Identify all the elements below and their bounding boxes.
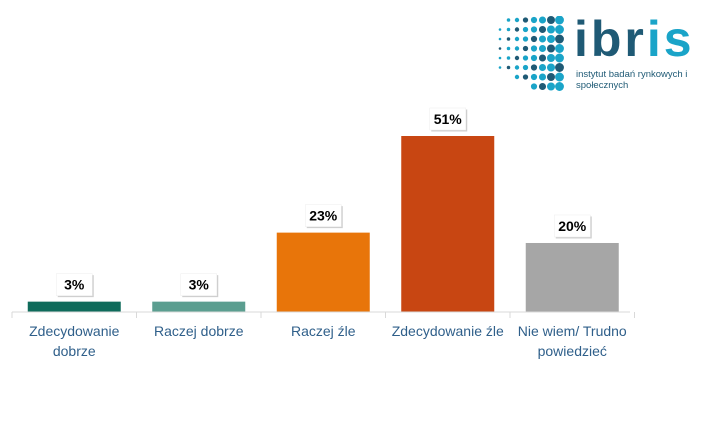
logo-dot: [522, 17, 529, 23]
logo-dot: [547, 16, 555, 24]
logo-dot: [514, 27, 520, 32]
logo-dot: [530, 64, 538, 71]
logo-dot: [522, 55, 529, 61]
logo-dot: [538, 73, 547, 81]
logo-dot: [547, 44, 555, 53]
logo-dot: [547, 73, 555, 81]
logo-dot: [555, 25, 564, 34]
bar-1: [27, 301, 121, 312]
logo-dot: [555, 63, 564, 72]
logo-dot: [514, 36, 520, 42]
logo-dot: [522, 45, 529, 52]
logo-dot: [498, 47, 502, 50]
category-label-5: Nie wiem/ Trudno: [518, 323, 627, 339]
logo-dot: [498, 28, 502, 31]
logo-dot: [498, 66, 502, 69]
logo-dot: [530, 26, 538, 33]
logo-dot: [555, 72, 564, 82]
logo-dot: [506, 56, 511, 60]
logo-dot: [555, 53, 564, 63]
tick-marks: [11, 312, 635, 318]
value-label-5: 20%: [558, 218, 587, 234]
value-label-box: [554, 214, 591, 238]
logo-dot: [555, 44, 564, 53]
bar-3: [276, 232, 370, 312]
logo-dots-icon: [498, 15, 564, 91]
logo-dot: [514, 74, 520, 80]
logo-dot: [506, 46, 511, 51]
logo-dot: [547, 54, 555, 62]
logo-dot: [498, 56, 502, 60]
ibris-logo: ibris instytut badań rynkowych i społecz…: [494, 11, 694, 96]
logo-dot: [530, 45, 538, 52]
value-label-3: 23%: [309, 208, 338, 224]
category-labels-layer: Zdecydowanie dobrze Raczej dobrze Raczej źl…: [29, 323, 627, 359]
logo-dot: [506, 65, 511, 70]
bar-2: [152, 301, 246, 312]
logo-dot: [555, 15, 564, 25]
logo-dot: [547, 35, 555, 43]
logo-dot: [538, 35, 547, 43]
value-label-box: [56, 273, 93, 296]
logo-dot: [506, 37, 511, 41]
value-label-box: [429, 107, 466, 131]
logo-dot: [522, 74, 529, 80]
value-label-1: 3%: [64, 277, 85, 293]
logo-dot: [522, 64, 529, 71]
value-label-2: 3%: [189, 277, 210, 293]
value-labels-layer: 3% 3% 23% 51% 20%: [56, 107, 592, 298]
logo-dot: [514, 65, 520, 70]
logo-dot: [538, 82, 547, 91]
logo-dot: [538, 44, 547, 53]
logo-tagline: instytut badań rynkowych i społecznych: [576, 69, 688, 91]
logo-dot: [547, 82, 555, 91]
value-label-box: [180, 273, 217, 296]
value-label-4: 51%: [434, 111, 463, 127]
logo-dot: [498, 37, 502, 41]
value-label-box: [305, 204, 342, 227]
category-label-1: dobrze: [53, 343, 96, 359]
logo-wordmark-main: ibr: [574, 11, 647, 67]
logo-dot: [522, 26, 529, 33]
bar-4: [401, 136, 495, 312]
logo-wordmark-accent: is: [646, 11, 695, 67]
logo-dot: [555, 82, 564, 91]
logo-dot: [514, 46, 520, 51]
logo-dot: [538, 63, 547, 72]
logo-dot: [530, 83, 538, 90]
logo-dot: [530, 73, 538, 81]
logo-dot: [555, 34, 564, 44]
logo-dot: [538, 54, 547, 62]
category-label-3: Raczej źle: [291, 323, 356, 339]
logo-dot: [522, 36, 529, 42]
logo-dot: [538, 25, 547, 34]
category-label-5: powiedzieć: [538, 343, 607, 359]
logo-dot: [530, 35, 538, 43]
logo-dot: [514, 17, 520, 23]
logo-dot: [547, 25, 555, 34]
category-label-2: Raczej dobrze: [154, 323, 244, 339]
logo-dot: [530, 16, 538, 24]
logo-wordmark: ibris: [574, 10, 695, 68]
logo-dot: [506, 27, 511, 32]
bars-layer: [27, 136, 619, 312]
logo-dot: [538, 16, 547, 24]
logo-dot: [530, 54, 538, 62]
category-label-4: Zdecydowanie źle: [392, 323, 504, 339]
bar-5: [525, 242, 619, 312]
logo-dot: [514, 55, 520, 61]
category-label-1: Zdecydowanie: [29, 323, 119, 339]
logo-dot: [506, 18, 511, 22]
logo-dot: [547, 63, 555, 72]
